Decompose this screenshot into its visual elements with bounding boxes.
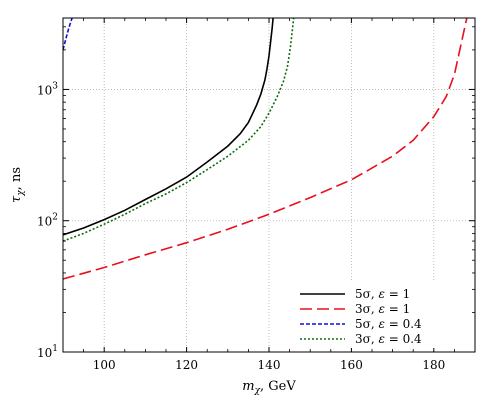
legend-label-2: 3σ, ε = 1 [355, 302, 410, 316]
x-tick-label: 140 [258, 358, 281, 372]
series-line-4 [63, 18, 295, 242]
y-tick-label: 101 [37, 344, 58, 360]
legend-label-1: 5σ, ε = 1 [355, 287, 410, 301]
legend-label-4: 3σ, ε = 0.4 [355, 332, 422, 346]
legend-label-3: 5σ, ε = 0.4 [355, 317, 422, 331]
series-line-2 [63, 18, 468, 280]
x-axis-label: mχ, GeV [242, 379, 296, 396]
series-line-3 [63, 18, 73, 51]
x-tick-label: 120 [175, 358, 198, 372]
plot-frame [62, 17, 476, 353]
x-tick-label: 180 [422, 358, 445, 372]
y-tick-label: 103 [37, 81, 58, 97]
y-axis-label: τχ, ns [9, 167, 26, 203]
series-group [63, 18, 468, 280]
legend: 5σ, ε = 13σ, ε = 15σ, ε = 0.43σ, ε = 0.4 [294, 282, 470, 348]
legend-box [294, 282, 470, 348]
y-tick-label: 102 [37, 213, 58, 229]
series-line-1 [63, 18, 274, 236]
ticks: 100 120 140 160 180 101 102 103 [37, 18, 476, 372]
x-tick-label: 100 [93, 358, 116, 372]
x-tick-label: 160 [340, 358, 363, 372]
